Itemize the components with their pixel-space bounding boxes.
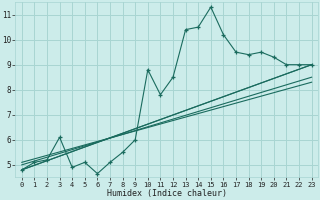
X-axis label: Humidex (Indice chaleur): Humidex (Indice chaleur) [107,189,227,198]
